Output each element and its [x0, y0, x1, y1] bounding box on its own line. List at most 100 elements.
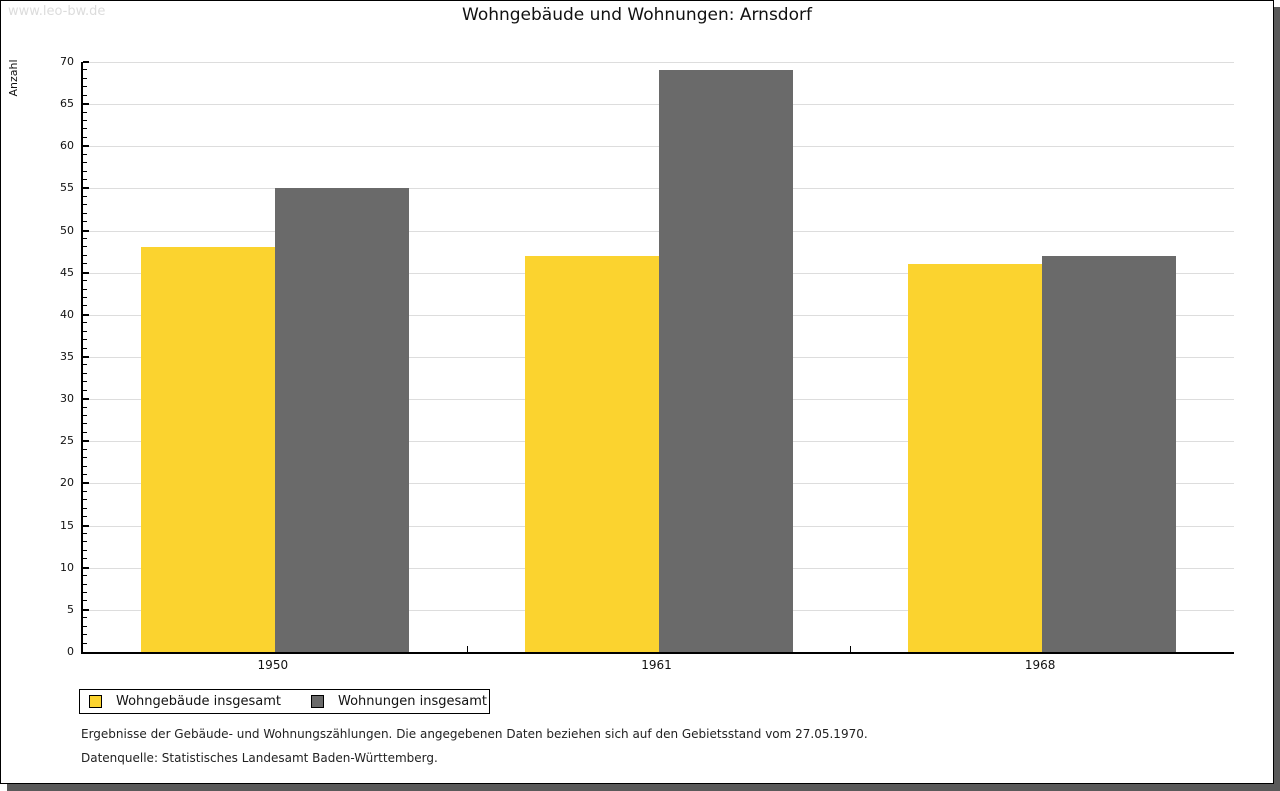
y-tick-minor — [83, 516, 87, 518]
x-tick-separator — [850, 646, 851, 652]
plot-area — [81, 61, 1234, 654]
y-tick-label: 45 — [60, 265, 74, 279]
x-category-label: 1968 — [1024, 658, 1056, 672]
y-tick-label: 20 — [60, 476, 74, 490]
legend-swatch-icon — [311, 695, 324, 708]
y-tick-minor — [83, 415, 87, 416]
y-tick-minor — [83, 592, 87, 593]
y-tick-label: 25 — [60, 434, 74, 448]
y-tick-minor — [83, 583, 87, 585]
y-tick-minor — [83, 212, 87, 214]
x-category-label: 1950 — [257, 658, 289, 672]
y-tick-minor — [83, 195, 87, 197]
y-tick-minor — [83, 499, 87, 501]
frame-shadow-bottom — [7, 784, 1274, 791]
y-tick-minor — [83, 136, 87, 138]
y-tick-minor — [83, 347, 87, 349]
y-tick-minor — [83, 305, 87, 307]
gridline — [83, 62, 1234, 63]
y-tick-minor — [83, 297, 87, 298]
y-tick-minor — [83, 153, 87, 155]
x-category-label: 1961 — [641, 658, 672, 672]
bar-1961-series1 — [525, 256, 659, 652]
y-tick-minor — [83, 330, 87, 332]
y-tick-minor — [83, 94, 87, 96]
y-tick-minor — [83, 280, 87, 282]
legend-item: Wohnungen insgesamt — [311, 694, 487, 709]
y-tick-minor — [83, 381, 87, 383]
bar-1961-series2 — [659, 70, 793, 652]
y-tick-minor — [83, 642, 87, 644]
y-tick-label: 65 — [60, 97, 74, 111]
y-tick-label: 15 — [60, 518, 74, 532]
legend-box: Wohngebäude insgesamt Wohnungen insgesamt — [79, 689, 490, 714]
y-tick-minor — [83, 288, 87, 290]
legend-swatch-icon — [89, 695, 102, 708]
y-tick-minor — [83, 246, 87, 248]
y-tick-minor — [83, 600, 87, 602]
y-tick-minor — [83, 179, 87, 180]
y-tick-minor — [83, 254, 87, 256]
y-tick-minor — [83, 541, 87, 543]
y-tick-major — [83, 482, 89, 485]
gridline — [83, 104, 1234, 106]
gridline — [83, 146, 1234, 148]
legend-item: Wohngebäude insgesamt — [89, 694, 281, 709]
legend-label: Wohngebäude insgesamt — [116, 694, 281, 709]
y-tick-label: 70 — [60, 55, 74, 68]
bar-1968-series2 — [1042, 256, 1176, 652]
y-tick-minor — [83, 128, 87, 130]
y-tick-minor — [83, 372, 87, 374]
legend-label: Wohnungen insgesamt — [338, 694, 487, 709]
y-tick-minor — [83, 549, 87, 551]
y-tick-major — [83, 524, 89, 527]
frame-shadow-right — [1274, 7, 1280, 791]
y-tick-major — [83, 103, 89, 106]
y-tick-minor — [83, 221, 87, 223]
y-tick-minor — [83, 204, 87, 206]
y-tick-minor — [83, 120, 87, 121]
y-tick-minor — [83, 86, 87, 88]
gridline — [83, 188, 1234, 190]
bar-1950-series2 — [275, 188, 409, 652]
y-tick-major — [83, 271, 89, 274]
footer-note: Ergebnisse der Gebäude- und Wohnungszähl… — [81, 727, 868, 741]
y-tick-major — [83, 145, 89, 148]
y-tick-major — [83, 61, 89, 63]
y-tick-label: 60 — [60, 139, 74, 153]
y-tick-major — [83, 229, 89, 232]
y-tick-major — [83, 187, 89, 190]
y-tick-minor — [83, 558, 87, 560]
y-tick-label: 30 — [60, 392, 74, 406]
y-tick-minor — [83, 238, 87, 239]
y-tick-minor — [83, 431, 87, 433]
y-tick-major — [83, 313, 89, 316]
y-axis-title: Anzahl — [7, 59, 20, 97]
y-tick-minor — [83, 533, 87, 534]
y-tick-minor — [83, 77, 87, 79]
y-tick-major — [83, 566, 89, 569]
y-tick-minor — [83, 263, 87, 265]
y-tick-label: 5 — [67, 602, 74, 616]
watermark-url: www.leo-bw.de — [8, 4, 106, 19]
y-tick-major — [83, 356, 89, 358]
y-tick-minor — [83, 448, 87, 450]
y-tick-minor — [83, 617, 87, 619]
y-tick-minor — [83, 339, 87, 341]
y-tick-minor — [83, 423, 87, 425]
y-tick-minor — [83, 474, 87, 475]
y-tick-minor — [83, 170, 87, 172]
x-tick-separator — [467, 646, 468, 652]
y-tick-minor — [83, 457, 87, 459]
y-tick-minor — [83, 69, 87, 71]
y-tick-minor — [83, 465, 87, 467]
y-tick-minor — [83, 625, 87, 627]
y-tick-label: 40 — [60, 307, 74, 321]
bar-1968-series1 — [908, 264, 1042, 652]
chart-title: Wohngebäude und Wohnungen: Arnsdorf — [462, 5, 812, 25]
y-tick-minor — [83, 490, 87, 492]
y-tick-label: 50 — [60, 223, 74, 237]
y-tick-minor — [83, 406, 87, 408]
y-tick-minor — [83, 364, 87, 366]
